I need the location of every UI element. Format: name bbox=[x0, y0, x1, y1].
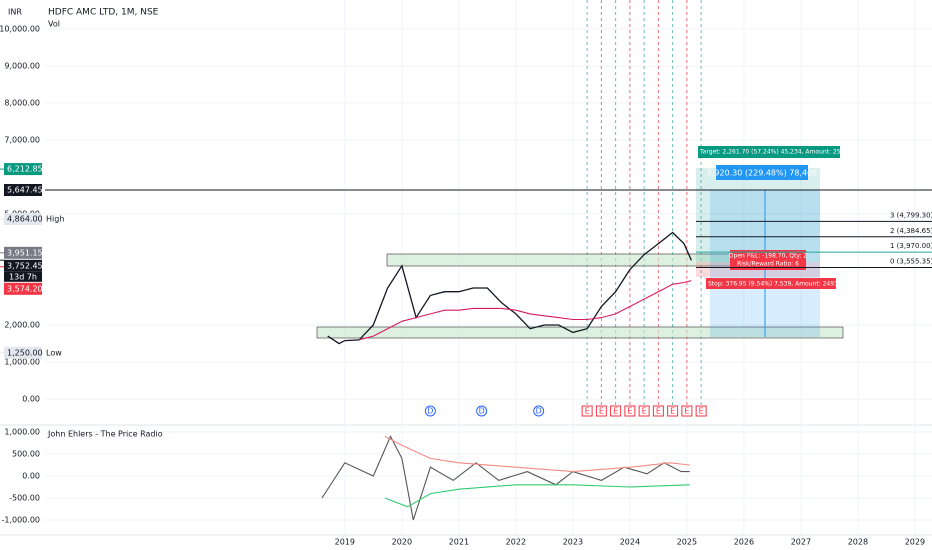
price-tag bbox=[4, 346, 42, 359]
price-label: 3,574.20 bbox=[7, 284, 43, 293]
symbol: HDFC AMC LTD, 1M, NSE bbox=[48, 8, 159, 18]
event-label: D bbox=[536, 407, 542, 416]
event-label: E bbox=[670, 407, 675, 416]
event-label: E bbox=[613, 407, 618, 416]
x-tick-label: 2026 bbox=[734, 538, 754, 547]
ratio-text: Risk/Reward Ratio: 6 bbox=[737, 261, 799, 268]
price-label: 3,951.15 bbox=[7, 248, 43, 257]
stop-text: Stop: 376.95 (9.54%) 7,539, Amount: 2493… bbox=[708, 281, 846, 288]
price-tag bbox=[4, 246, 42, 259]
price-tag-text: 13d 7h bbox=[9, 272, 37, 281]
indicator-title: John Ehlers - The Price Radio bbox=[47, 430, 163, 439]
series-line bbox=[384, 484, 690, 508]
volume-label: Vol bbox=[48, 20, 60, 29]
event-badge bbox=[638, 405, 650, 417]
y-tick-label: 0.00 bbox=[22, 471, 40, 480]
x-tick-label: 2019 bbox=[335, 538, 355, 547]
x-tick-label: 2020 bbox=[392, 538, 412, 547]
event-badge bbox=[681, 405, 693, 417]
series-line bbox=[384, 435, 690, 473]
x-tick-label: 2021 bbox=[449, 538, 469, 547]
projection-tag bbox=[716, 165, 808, 180]
pnl-tag bbox=[730, 250, 806, 270]
target-text: Target: 2,261.70 (57.24%) 45,234, Amount… bbox=[699, 149, 856, 156]
event-badge bbox=[667, 405, 679, 417]
event-label: E bbox=[599, 407, 604, 416]
event-badge bbox=[595, 405, 607, 417]
event-label: D bbox=[427, 407, 433, 416]
price-label: 5,647.45 bbox=[7, 186, 43, 195]
y-tick-label: 1,000.00 bbox=[4, 427, 40, 436]
price-label: 1,250.00 bbox=[7, 348, 43, 357]
event-badge bbox=[652, 405, 664, 417]
event-badge bbox=[424, 405, 436, 417]
tag-box bbox=[4, 271, 42, 282]
event-label: D bbox=[479, 407, 485, 416]
price-label: 4,864.00 bbox=[7, 215, 43, 224]
target-box bbox=[696, 168, 820, 262]
zone bbox=[316, 326, 844, 339]
stop-tag bbox=[706, 278, 836, 289]
series-line bbox=[321, 435, 690, 521]
x-tick-label: 2025 bbox=[677, 538, 697, 547]
y-tick-label: -500.00 bbox=[9, 493, 40, 502]
x-tick-label: 2027 bbox=[791, 538, 811, 547]
series-line bbox=[358, 280, 692, 341]
y-tick-label: 9,000.00 bbox=[4, 61, 40, 70]
y-tick-label: 10,000.00 bbox=[0, 24, 40, 33]
event-label: E bbox=[585, 407, 590, 416]
price-tag bbox=[4, 184, 42, 197]
x-tick-label: 2024 bbox=[620, 538, 640, 547]
price-label: 6,212.85 bbox=[7, 165, 43, 174]
event-badge bbox=[695, 405, 707, 417]
y-tick-label: 2,000.00 bbox=[4, 321, 40, 330]
x-tick-label: 2022 bbox=[506, 538, 526, 547]
fib-label: 2 (4,384.65) bbox=[890, 227, 932, 235]
pnl-text: Open P&L: -198.70, Qty: 2 bbox=[729, 253, 808, 260]
price-tag bbox=[4, 213, 42, 226]
event-badge bbox=[610, 405, 622, 417]
price-tag-text: High bbox=[46, 215, 64, 224]
x-tick-label: 2028 bbox=[848, 538, 868, 547]
price-label: 3,752.45 bbox=[7, 261, 43, 270]
x-tick-label: 2023 bbox=[563, 538, 583, 547]
fib-label: 3 (4,799.30) bbox=[890, 211, 932, 219]
y-tick-label: 8,000.00 bbox=[4, 98, 40, 107]
event-label: E bbox=[684, 407, 689, 416]
y-tick-label: -1,000.00 bbox=[1, 515, 40, 524]
price-tag-text: Low bbox=[46, 348, 62, 357]
event-badge bbox=[533, 405, 545, 417]
event-badge bbox=[476, 405, 488, 417]
event-label: E bbox=[656, 407, 661, 416]
event-badge bbox=[624, 405, 636, 417]
event-label: E bbox=[642, 407, 647, 416]
y-tick-label: 7,000.00 bbox=[4, 135, 40, 144]
projection-text: 3,920.30 (229.48%) 78,406 bbox=[707, 169, 818, 178]
series-line bbox=[327, 231, 692, 345]
event-label: E bbox=[699, 407, 704, 416]
fib-label: 1 (3,970.00) bbox=[890, 242, 932, 250]
target-tag bbox=[698, 146, 840, 158]
price-tag bbox=[4, 259, 42, 272]
currency: INR bbox=[8, 8, 22, 17]
y-tick-label: 500.00 bbox=[12, 449, 40, 458]
event-label: E bbox=[627, 407, 632, 416]
price-tag bbox=[4, 282, 42, 295]
y-tick-label: 1,000.00 bbox=[4, 358, 40, 367]
fib-label: 0 (3,555.35) bbox=[890, 257, 932, 265]
x-tick-label: 2029 bbox=[905, 538, 925, 547]
y-tick-label: 0.00 bbox=[22, 395, 40, 404]
event-badge bbox=[581, 405, 593, 417]
price-tag bbox=[4, 163, 42, 176]
